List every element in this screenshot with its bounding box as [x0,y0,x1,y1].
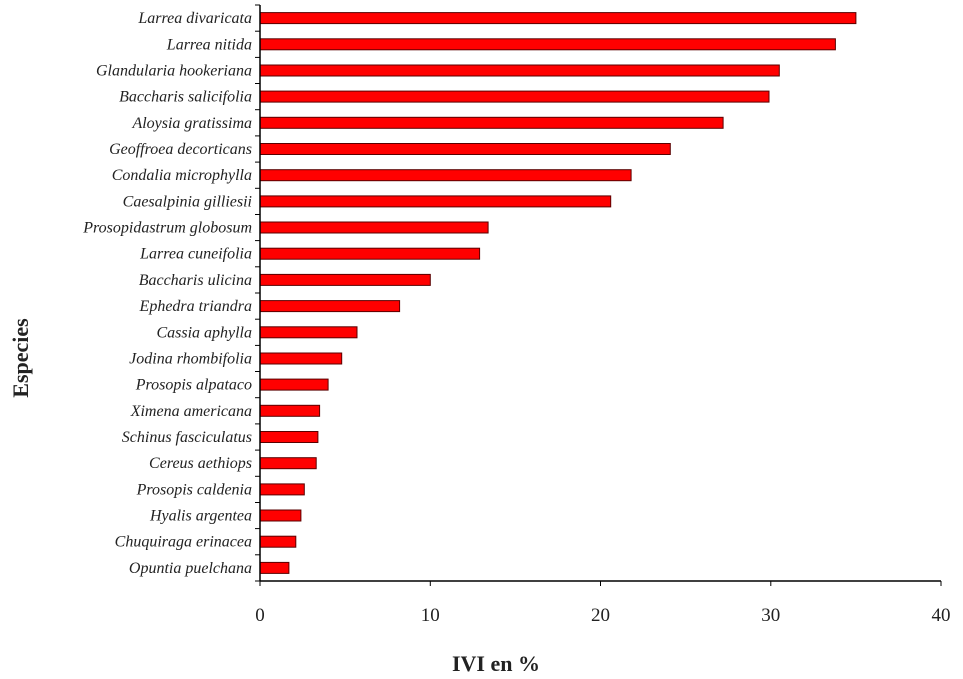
category-label: Ephedra triandra [139,298,252,315]
bar [259,221,489,234]
x-tick-label: 40 [932,605,951,626]
bar [259,535,297,548]
category-label: Prosopis caldenia [136,481,252,498]
x-tick-label: 30 [761,605,780,626]
x-axis-ticks [259,581,942,586]
category-label: Geoffroea decorticans [109,141,252,158]
bar [259,247,481,260]
category-label: Cassia aphylla [156,324,252,341]
x-tick-label: 20 [591,605,610,626]
category-labels: Larrea divaricata Larrea nitida Glandulari… [82,10,252,577]
bar [259,352,343,365]
category-label: Ximena americana [130,403,252,420]
bar [259,561,290,574]
category-label: Opuntia puelchana [129,560,252,577]
bar [259,378,329,391]
category-label: Prosopis alpataco [135,377,252,394]
category-label: Prosopidastrum globosum [82,220,252,237]
x-axis-title: IVI en % [452,651,540,676]
bar [259,483,305,496]
x-tick-labels: 0 10 20 30 40 [255,605,950,626]
x-tick-label: 0 [255,605,265,626]
bar [259,300,401,313]
bar [259,64,780,77]
bar [259,195,612,208]
category-label: Caesalpinia gilliesii [123,193,252,210]
category-label: Larrea cuneifolia [139,246,252,263]
category-label: Hyalis argentea [149,508,252,525]
bar [259,90,770,103]
y-axis-ticks [255,4,260,582]
bar [259,431,319,443]
bar [259,404,321,417]
category-label: Glandularia hookeriana [96,63,252,80]
bar [259,143,671,155]
bar [259,169,632,182]
category-label: Aloysia gratissima [131,115,252,132]
category-label: Baccharis ulicina [139,272,252,289]
bar [259,326,358,339]
category-label: Larrea divaricata [137,10,252,27]
category-label: Cereus aethiops [149,455,252,472]
y-axis-title: Especies [8,318,33,398]
bar [259,38,836,51]
category-label: Chuquiraga erinacea [115,534,252,551]
category-label: Condalia microphylla [112,167,252,184]
category-label: Larrea nitida [166,36,252,53]
bar [259,273,431,286]
category-label: Schinus fasciculatus [122,429,252,446]
category-label: Jodina rhombifolia [129,351,252,368]
bar [259,12,857,25]
x-tick-label: 10 [421,605,440,626]
category-label: Baccharis salicifolia [119,89,252,106]
bars-group [259,12,857,574]
bar [259,116,724,129]
bar [259,457,317,470]
bar [259,509,302,522]
